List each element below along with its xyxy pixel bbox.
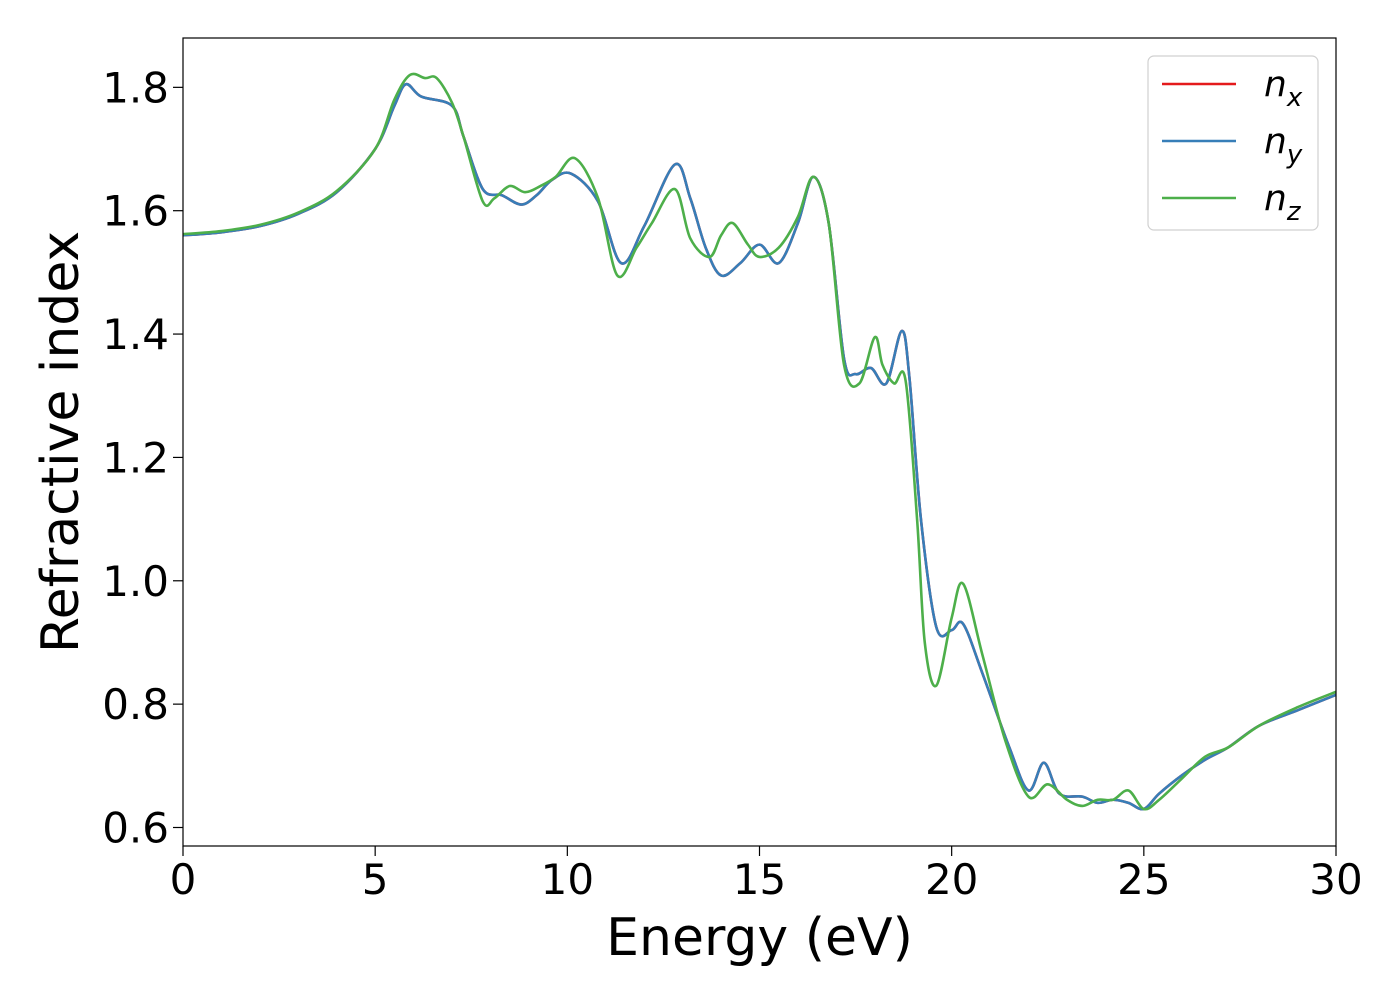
x-tick-label: 15	[733, 855, 786, 904]
y-tick-label: 1.2	[102, 433, 169, 482]
legend-box	[1147, 55, 1319, 231]
x-tick-label: 25	[1117, 855, 1170, 904]
y-tick-label: 1.8	[102, 63, 169, 112]
legend-label: nz	[1264, 178, 1302, 227]
y-tick-label: 1.0	[102, 557, 169, 606]
y-tick-label: 0.8	[102, 680, 169, 729]
series-layer	[183, 72, 1336, 811]
legend-item-x: nx	[1162, 64, 1303, 113]
legend-item-z: nz	[1162, 178, 1302, 227]
legend-item-y: ny	[1162, 121, 1303, 170]
x-axis-label: Energy (eV)	[606, 908, 913, 968]
y-tick-label: 0.6	[102, 803, 169, 852]
x-tick-label: 30	[1309, 855, 1362, 904]
y-axis: 0.6 0.8 1.0 1.2 1.4 1.6 1.8	[102, 63, 183, 852]
x-tick-label: 0	[170, 855, 197, 904]
y-tick-label: 1.6	[102, 187, 169, 236]
series-line-z	[183, 72, 1336, 811]
x-tick-label: 10	[541, 855, 594, 904]
y-tick-label: 1.4	[102, 310, 169, 359]
x-tick-label: 5	[362, 855, 389, 904]
legend: nx ny nz	[1147, 55, 1319, 231]
x-tick-label: 20	[925, 855, 978, 904]
legend-label: nx	[1264, 64, 1303, 113]
legend-label: ny	[1264, 121, 1303, 170]
y-axis-label: Refractive index	[31, 231, 91, 653]
x-axis: 0 5 10 15 20 25 30	[170, 846, 1363, 904]
